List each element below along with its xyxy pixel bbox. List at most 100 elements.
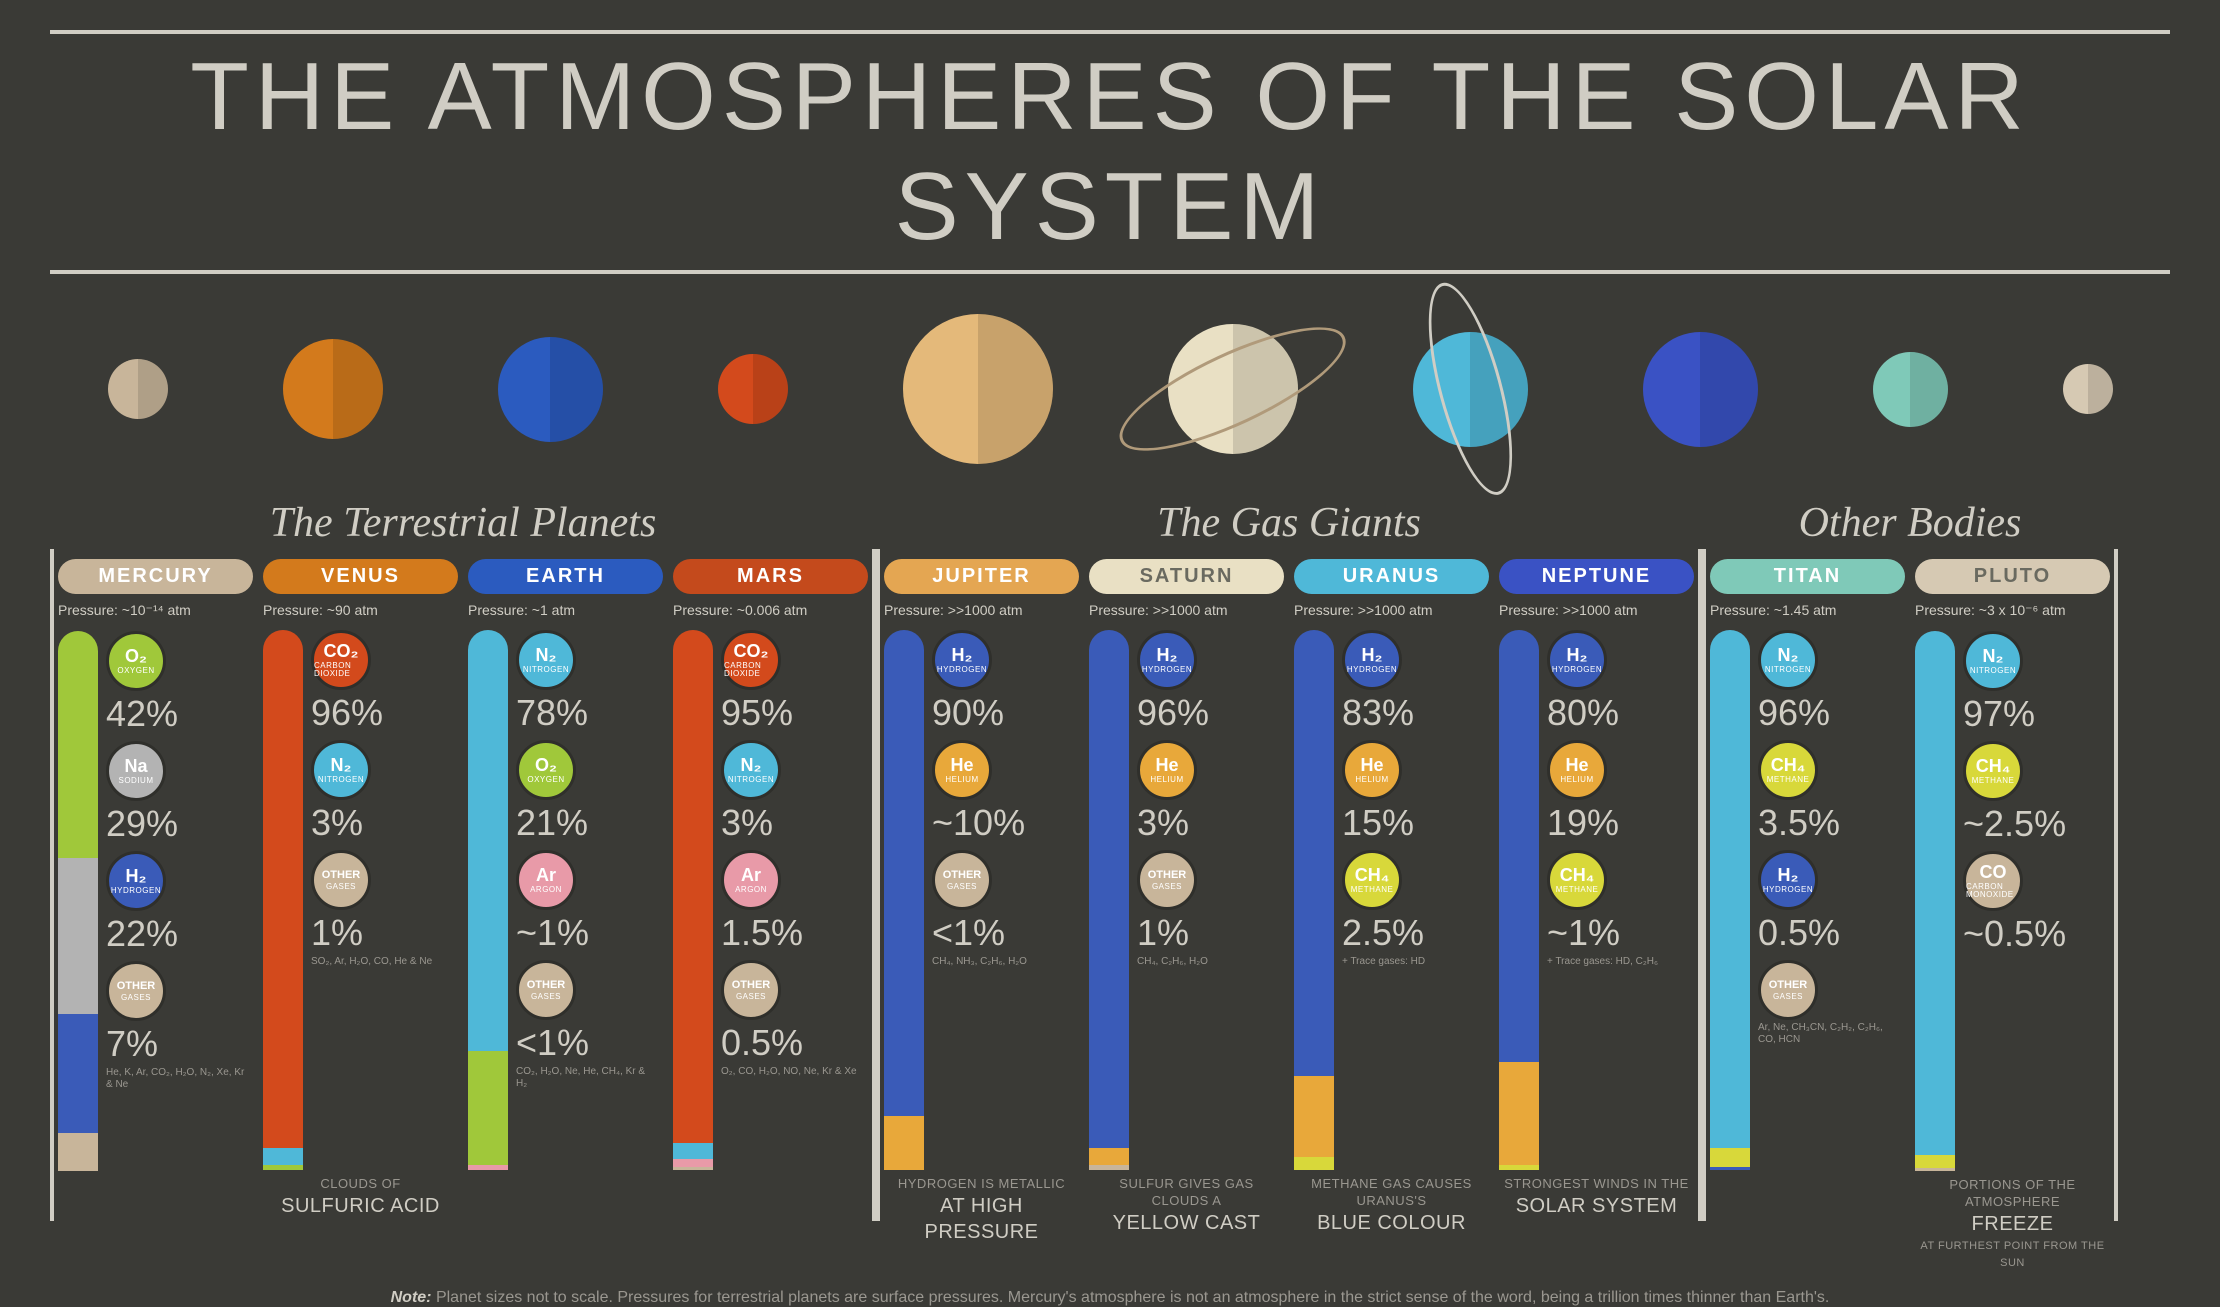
bar-segment — [1499, 1165, 1539, 1170]
bar-segment — [1915, 631, 1955, 1155]
planet-saturn-icon — [1168, 324, 1298, 454]
gas-entry: H₂HYDROGEN0.5% — [1758, 850, 1905, 954]
page-title: THE ATMOSPHERES OF THE SOLAR SYSTEM — [50, 42, 2170, 262]
gas-entry: CH₄METHANE~1%+ Trace gases: HD, C₂H₆ — [1547, 850, 1694, 968]
body-name-pill: EARTH — [468, 559, 663, 594]
bar-segment — [673, 630, 713, 1143]
gas-bubble: CO₂CARBON DIOXIDE — [311, 630, 371, 690]
pressure-label: Pressure: ~10⁻¹⁴ atm — [58, 602, 253, 619]
composition-bar — [1294, 630, 1334, 1170]
gas-bubble: CH₄METHANE — [1758, 740, 1818, 800]
body-name-pill: MARS — [673, 559, 868, 594]
gas-bubble: OTHERGASES — [516, 960, 576, 1020]
gas-entry: OTHERGASES1%CH₄, C₂H₆, H₂O — [1137, 850, 1284, 968]
gas-percentage: 0.5% — [721, 1022, 868, 1064]
section: The Terrestrial PlanetsMERCURYPressure: … — [50, 499, 876, 1271]
gas-percentage: 1% — [311, 912, 458, 954]
bar-segment — [1089, 1165, 1129, 1170]
gas-bubble: H₂HYDROGEN — [1342, 630, 1402, 690]
gas-entry: COCARBON MONOXIDE~0.5% — [1963, 851, 2110, 955]
gas-entry: H₂HYDROGEN83% — [1342, 630, 1489, 734]
gas-bubble: HeHELIUM — [932, 740, 992, 800]
gas-bubble: H₂HYDROGEN — [1547, 630, 1607, 690]
gas-entry: O₂OXYGEN21% — [516, 740, 663, 844]
gas-bubble: COCARBON MONOXIDE — [1963, 851, 2023, 911]
gas-bubble: N₂NITROGEN — [721, 740, 781, 800]
gas-bubble: N₂NITROGEN — [311, 740, 371, 800]
body-column-uranus: URANUSPressure: >>1000 atmH₂HYDROGEN83%H… — [1294, 559, 1489, 1245]
bar-segment — [1710, 1148, 1750, 1167]
section-title: The Gas Giants — [884, 499, 1694, 547]
body-name-pill: NEPTUNE — [1499, 559, 1694, 594]
composition-bar — [58, 631, 98, 1171]
gas-bubble: CH₄METHANE — [1963, 741, 2023, 801]
gas-entry: OTHERGASES1%SO₂, Ar, H₂O, CO, He & Ne — [311, 850, 458, 968]
body-column-mercury: MERCURYPressure: ~10⁻¹⁴ atmO₂OXYGEN42%Na… — [58, 559, 253, 1219]
gas-entry: OTHERGASES0.5%O₂, CO, H₂O, NO, Ne, Kr & … — [721, 960, 868, 1078]
gas-entry: H₂HYDROGEN80% — [1547, 630, 1694, 734]
section-title: Other Bodies — [1710, 499, 2110, 547]
planet-jupiter-icon — [903, 314, 1053, 464]
pressure-label: Pressure: >>1000 atm — [1089, 602, 1284, 618]
gas-note: Ar, Ne, CH₃CN, C₂H₂, C₂H₆, CO, HCN — [1758, 1022, 1898, 1046]
composition-bar — [884, 630, 924, 1170]
gas-percentage: 42% — [106, 693, 253, 735]
gas-entry: OTHERGASES7%He, K, Ar, CO₂, H₂O, N₂, Xe,… — [106, 961, 253, 1091]
gas-percentage: 3% — [721, 802, 868, 844]
planet-mercury-icon — [108, 359, 168, 419]
gas-note: O₂, CO, H₂O, NO, Ne, Kr & Xe — [721, 1066, 861, 1078]
bar-segment — [263, 630, 303, 1148]
gas-note: + Trace gases: HD — [1342, 956, 1482, 968]
gas-entry: N₂NITROGEN3% — [311, 740, 458, 844]
gas-note: He, K, Ar, CO₂, H₂O, N₂, Xe, Kr & Ne — [106, 1067, 246, 1091]
bar-segment — [1089, 1148, 1129, 1164]
gas-percentage: ~2.5% — [1963, 803, 2110, 845]
bar-segment — [58, 858, 98, 1015]
gas-entry: ArARGON~1% — [516, 850, 663, 954]
bar-segment — [1915, 1155, 1955, 1169]
composition-bar — [1089, 630, 1129, 1170]
body-fact-note: CLOUDS OFSULFURIC ACID — [263, 1176, 458, 1219]
bar-segment — [884, 1116, 924, 1170]
gas-entry: ArARGON1.5% — [721, 850, 868, 954]
gas-percentage: 95% — [721, 692, 868, 734]
bar-segment — [468, 1165, 508, 1170]
gas-entry: CH₄METHANE~2.5% — [1963, 741, 2110, 845]
gas-percentage: <1% — [516, 1022, 663, 1064]
pressure-label: Pressure: >>1000 atm — [1499, 602, 1694, 618]
bar-segment — [1294, 1157, 1334, 1170]
bar-segment — [1294, 630, 1334, 1076]
gas-percentage: 22% — [106, 913, 253, 955]
bar-segment — [58, 1014, 98, 1133]
gas-bubble: OTHERGASES — [932, 850, 992, 910]
bar-segment — [1499, 630, 1539, 1062]
bar-segment — [1089, 630, 1129, 1148]
gas-percentage: 3% — [311, 802, 458, 844]
bar-segment — [58, 1133, 98, 1171]
body-name-pill: JUPITER — [884, 559, 1079, 594]
gas-entry: HeHELIUM3% — [1137, 740, 1284, 844]
gas-entry: HeHELIUM15% — [1342, 740, 1489, 844]
bar-segment — [468, 1051, 508, 1164]
body-name-pill: SATURN — [1089, 559, 1284, 594]
gas-bubble: HeHELIUM — [1547, 740, 1607, 800]
gas-percentage: 29% — [106, 803, 253, 845]
gas-bubble: O₂OXYGEN — [106, 631, 166, 691]
gas-note: CH₄, NH₃, C₂H₆, H₂O — [932, 956, 1072, 968]
bar-segment — [1499, 1062, 1539, 1165]
gas-percentage: 3.5% — [1758, 802, 1905, 844]
gas-bubble: O₂OXYGEN — [516, 740, 576, 800]
gas-note: SO₂, Ar, H₂O, CO, He & Ne — [311, 956, 451, 968]
sections-container: The Terrestrial PlanetsMERCURYPressure: … — [50, 499, 2170, 1271]
gas-bubble: H₂HYDROGEN — [1137, 630, 1197, 690]
gas-percentage: 15% — [1342, 802, 1489, 844]
bar-segment — [673, 1159, 713, 1167]
gas-percentage: 97% — [1963, 693, 2110, 735]
bar-segment — [673, 1143, 713, 1159]
gas-percentage: 19% — [1547, 802, 1694, 844]
gas-bubble: ArARGON — [721, 850, 781, 910]
gas-entry: H₂HYDROGEN22% — [106, 851, 253, 955]
gas-entry: CO₂CARBON DIOXIDE95% — [721, 630, 868, 734]
body-column-saturn: SATURNPressure: >>1000 atmH₂HYDROGEN96%H… — [1089, 559, 1284, 1245]
gas-bubble: CO₂CARBON DIOXIDE — [721, 630, 781, 690]
